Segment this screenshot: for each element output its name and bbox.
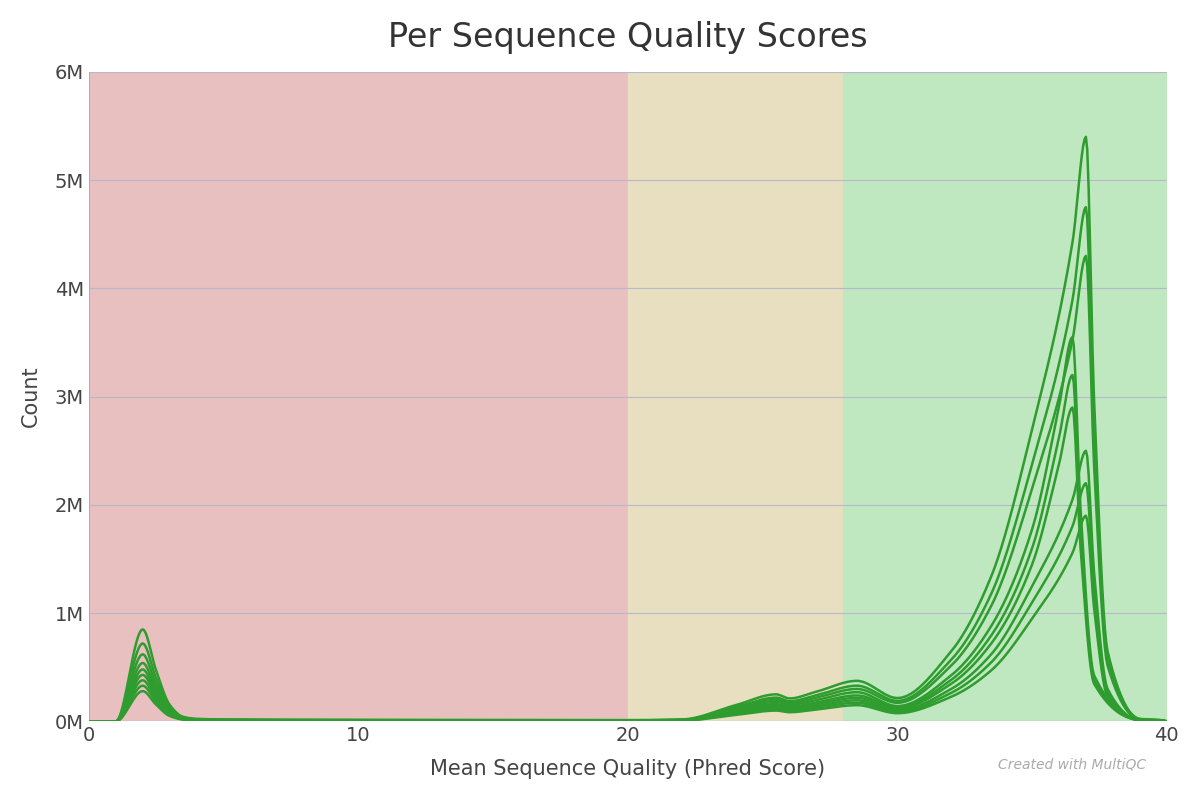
Y-axis label: Count: Count bbox=[20, 366, 41, 427]
Bar bbox=[628, 72, 844, 722]
Bar bbox=[844, 72, 1166, 722]
Text: Created with MultiQC: Created with MultiQC bbox=[998, 758, 1146, 772]
Title: Per Sequence Quality Scores: Per Sequence Quality Scores bbox=[388, 21, 868, 54]
Bar bbox=[89, 72, 628, 722]
X-axis label: Mean Sequence Quality (Phred Score): Mean Sequence Quality (Phred Score) bbox=[431, 759, 826, 779]
